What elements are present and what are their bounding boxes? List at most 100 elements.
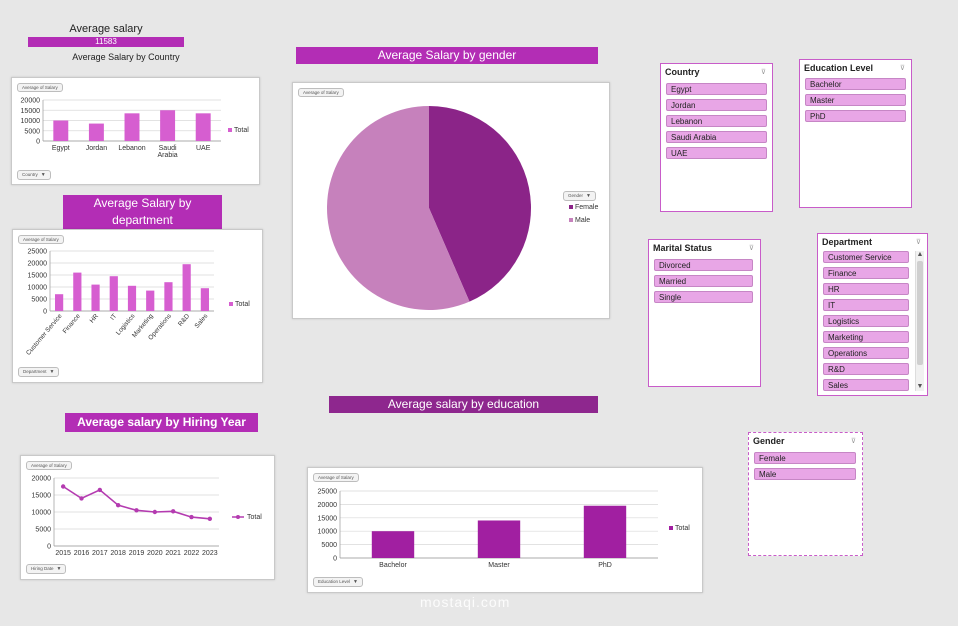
bar — [160, 110, 176, 141]
slicer-item-male[interactable]: Male — [754, 468, 856, 480]
slicer-item-marketing[interactable]: Marketing — [823, 331, 909, 343]
value-field-button[interactable]: Average of Salary — [18, 235, 64, 244]
country-field-button[interactable]: Country ▼ — [17, 170, 51, 180]
y-tick-label: 20000 — [32, 476, 52, 483]
y-tick-label: 25000 — [318, 489, 338, 496]
x-tick-label: Saudi — [159, 145, 177, 152]
gender-field-button[interactable]: Gender ▼ — [563, 191, 596, 201]
country-slicer[interactable]: Country ⊽ Egypt Jordan Lebanon Saudi Ara… — [660, 63, 773, 212]
country-chart-panel[interactable]: Average of Salary 20000 15000 10000 5000 0 Eg… — [11, 77, 260, 185]
bar — [200, 288, 209, 311]
slicer-item-phd[interactable]: PhD — [805, 110, 906, 122]
slicer-item-uae[interactable]: UAE — [666, 147, 767, 159]
y-tick-label: 5000 — [321, 542, 337, 549]
value-field-button[interactable]: Average of Salary — [26, 461, 72, 470]
education-slicer[interactable]: Education Level ⊽ Bachelor Master PhD — [799, 59, 912, 208]
legend-swatch — [669, 526, 673, 530]
x-tick-label: IT — [109, 313, 118, 322]
slicer-item-logistics[interactable]: Logistics — [823, 315, 909, 327]
x-tick-label: 2016 — [74, 550, 90, 557]
education-field-button[interactable]: Education Level ▼ — [313, 577, 363, 587]
y-tick-label: 0 — [36, 139, 40, 146]
department-chart-panel[interactable]: Average of Salary 25000 20000 15000 10000 50… — [12, 229, 263, 383]
slicer-item-hr[interactable]: HR — [823, 283, 909, 295]
slicer-item-single[interactable]: Single — [654, 291, 753, 303]
legend-label: Total — [675, 525, 690, 532]
x-tick-label: Jordan — [86, 145, 108, 152]
bar — [477, 520, 521, 558]
slicer-scrollbar[interactable]: ▲ ▼ — [915, 251, 924, 391]
bar — [55, 294, 64, 311]
x-tick-label: Egypt — [52, 145, 70, 152]
slicer-item-divorced[interactable]: Divorced — [654, 259, 753, 271]
scroll-up-icon[interactable]: ▲ — [916, 251, 924, 258]
value-field-button[interactable]: Average of Salary — [298, 88, 344, 97]
clear-filter-icon[interactable]: ⊽ — [850, 438, 856, 445]
slicer-item-operations[interactable]: Operations — [823, 347, 909, 359]
value-field-button[interactable]: Average of Salary — [313, 473, 359, 482]
value-field-label: Average of Salary — [22, 85, 58, 90]
x-tick-label: 2015 — [55, 550, 71, 557]
slicer-item-it[interactable]: IT — [823, 299, 909, 311]
hiring-field-button[interactable]: Hiring Date ▼ — [26, 564, 67, 574]
x-tick-label: UAE — [196, 145, 211, 152]
slicer-item-married[interactable]: Married — [654, 275, 753, 287]
department-field-button[interactable]: Department ▼ — [18, 367, 60, 377]
clear-filter-icon[interactable]: ⊽ — [748, 245, 754, 252]
scroll-down-icon[interactable]: ▼ — [916, 383, 924, 390]
value-field-button[interactable]: Average of Salary — [17, 83, 63, 92]
x-tick-label: 2021 — [165, 550, 181, 557]
legend-swatch — [229, 302, 233, 306]
x-tick-label: Finance — [62, 312, 82, 335]
slicer-item-egypt[interactable]: Egypt — [666, 83, 767, 95]
slicer-item-female[interactable]: Female — [754, 452, 856, 464]
data-point — [134, 508, 139, 513]
y-tick-label: 10000 — [21, 118, 41, 125]
y-tick-label: 0 — [47, 544, 51, 551]
legend-label: Male — [575, 217, 590, 224]
y-tick-label: 20000 — [318, 502, 338, 509]
hiring-field-label: Hiring Date — [31, 566, 54, 571]
slicer-item-bachelor[interactable]: Bachelor — [805, 78, 906, 90]
gender-slicer-title: Gender — [753, 436, 785, 446]
bar — [195, 113, 211, 141]
slicer-item-rnd[interactable]: R&D — [823, 363, 909, 375]
slicer-item-lebanon[interactable]: Lebanon — [666, 115, 767, 127]
clear-filter-icon[interactable]: ⊽ — [760, 69, 766, 76]
hiring-year-salary-chart: 20000 15000 10000 5000 0 2015 2016 2017 2018 2019… — [32, 476, 263, 558]
country-field-label: Country — [22, 172, 38, 177]
bar — [91, 284, 100, 311]
slicer-item-saudi-arabia[interactable]: Saudi Arabia — [666, 131, 767, 143]
legend-swatch — [228, 128, 232, 132]
legend-marker — [236, 515, 240, 519]
y-tick-label: 0 — [333, 556, 337, 563]
x-tick-label: 2022 — [184, 550, 200, 557]
gender-chart-panel[interactable]: Average of Salary Female Male Gender ▼ — [292, 82, 610, 319]
department-slicer[interactable]: Department ⊽ Customer Service Finance HR… — [817, 233, 928, 396]
slicer-item-sales[interactable]: Sales — [823, 379, 909, 391]
watermark-logo: مستقل — [420, 557, 510, 590]
dropdown-arrow-icon: ▼ — [49, 369, 55, 375]
x-tick-label: Sales — [194, 312, 210, 330]
x-tick-label: R&D — [177, 313, 191, 328]
slicer-item-customer-service[interactable]: Customer Service — [823, 251, 909, 263]
bar — [73, 272, 82, 311]
gender-slicer[interactable]: Gender ⊽ Female Male — [748, 432, 863, 556]
scroll-thumb[interactable] — [917, 261, 923, 365]
y-tick-label: 15000 — [318, 515, 338, 522]
clear-filter-icon[interactable]: ⊽ — [899, 65, 905, 72]
pie-slice — [429, 106, 532, 302]
marital-status-slicer[interactable]: Marital Status ⊽ Divorced Married Single — [648, 239, 761, 387]
slicer-item-master[interactable]: Master — [805, 94, 906, 106]
y-tick-label: 20000 — [28, 261, 48, 268]
education-chart-panel[interactable]: Average of Salary 25000 20000 15000 10000 50… — [307, 467, 703, 593]
slicer-item-jordan[interactable]: Jordan — [666, 99, 767, 111]
hiring-chart-panel[interactable]: Average of Salary 20000 15000 10000 5000 0 20… — [20, 455, 275, 580]
data-point — [60, 484, 66, 489]
education-salary-chart: 25000 20000 15000 10000 5000 0 Bachelor Master P… — [318, 489, 691, 570]
x-tick-label: 2020 — [147, 550, 163, 557]
kpi-subtitle: Average Salary by Country — [72, 52, 180, 62]
slicer-item-finance[interactable]: Finance — [823, 267, 909, 279]
clear-filter-icon[interactable]: ⊽ — [915, 239, 921, 246]
value-field-label: Average of Salary — [318, 475, 354, 480]
